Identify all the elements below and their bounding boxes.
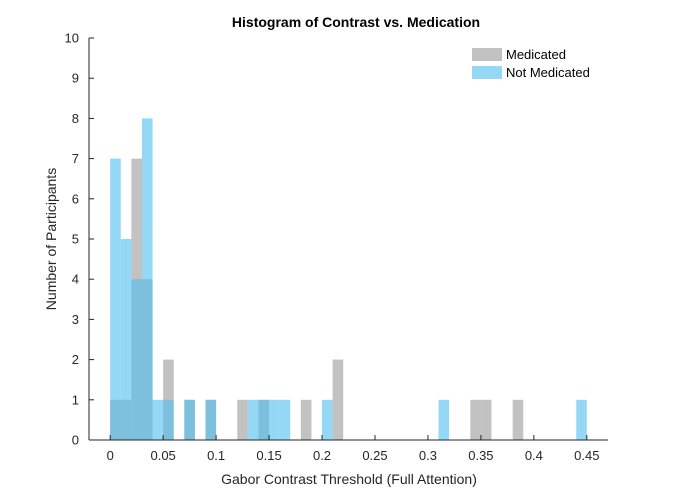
- y-axis-label: Number of Participants: [43, 168, 59, 310]
- histogram-bar: [152, 399, 164, 440]
- x-tick-label: 0.05: [150, 448, 175, 463]
- histogram-bar: [480, 399, 492, 440]
- legend: Medicated Not Medicated: [472, 47, 590, 80]
- y-tick-label: 7: [72, 151, 79, 166]
- y-tick-label: 6: [72, 191, 79, 206]
- legend-entry: Medicated: [472, 47, 566, 62]
- histogram-bar: [269, 399, 280, 440]
- histogram-bar: [332, 359, 344, 440]
- legend-entry: Not Medicated: [472, 65, 590, 80]
- y-tick-label: 10: [65, 31, 79, 46]
- y-tick-label: 2: [72, 352, 79, 367]
- histogram-bar: [438, 399, 450, 440]
- chart-title: Histogram of Contrast vs. Medication: [232, 14, 480, 30]
- y-tick-label: 8: [72, 111, 79, 126]
- x-tick-label: 0.3: [419, 448, 437, 463]
- x-axis-label: Gabor Contrast Threshold (Full Attention…: [221, 471, 477, 487]
- series-not-medicated: [110, 118, 587, 441]
- y-tick-label: 9: [72, 71, 79, 86]
- histogram-bar: [141, 118, 153, 441]
- y-tick-label: 0: [72, 433, 79, 448]
- histogram-bar: [131, 279, 142, 440]
- legend-label: Not Medicated: [506, 65, 590, 80]
- histogram-bar: [512, 399, 524, 440]
- histogram-bar: [205, 399, 217, 440]
- x-tick-label: 0.45: [574, 448, 599, 463]
- histogram-bar: [110, 158, 121, 440]
- x-tick-label: 0.2: [313, 448, 331, 463]
- plot-area: [110, 118, 587, 441]
- y-tick-label: 4: [72, 272, 79, 287]
- histogram-bar: [322, 399, 333, 440]
- x-tick-label: 0.15: [256, 448, 281, 463]
- histogram-bar: [470, 399, 481, 440]
- series-medicated: [110, 158, 524, 440]
- y-tick-label: 5: [72, 232, 79, 247]
- histogram-bar: [300, 399, 312, 440]
- x-tick-label: 0: [107, 448, 114, 463]
- histogram-bar: [120, 239, 132, 440]
- axes: 0 0.05 0.1 0.15 0.2 0.25 0.3 0.35 0.4 0.45 0 1 2 3 4 5 6…: [65, 31, 608, 463]
- histogram-bar: [258, 399, 270, 440]
- legend-label: Medicated: [506, 47, 566, 62]
- x-tick-label: 0.25: [362, 448, 387, 463]
- histogram-bar: [576, 399, 587, 440]
- histogram-bar: [237, 399, 248, 440]
- y-tick-label: 3: [72, 312, 79, 327]
- y-tick-label: 1: [72, 392, 79, 407]
- histogram-bar: [163, 399, 174, 440]
- histogram-bar: [279, 399, 291, 440]
- histogram-bar: [247, 399, 259, 440]
- x-tick-label: 0.35: [468, 448, 493, 463]
- x-tick-label: 0.4: [525, 448, 543, 463]
- legend-swatch: [472, 48, 502, 61]
- legend-swatch: [472, 66, 502, 79]
- histogram-bar: [184, 399, 195, 440]
- x-tick-label: 0.1: [207, 448, 225, 463]
